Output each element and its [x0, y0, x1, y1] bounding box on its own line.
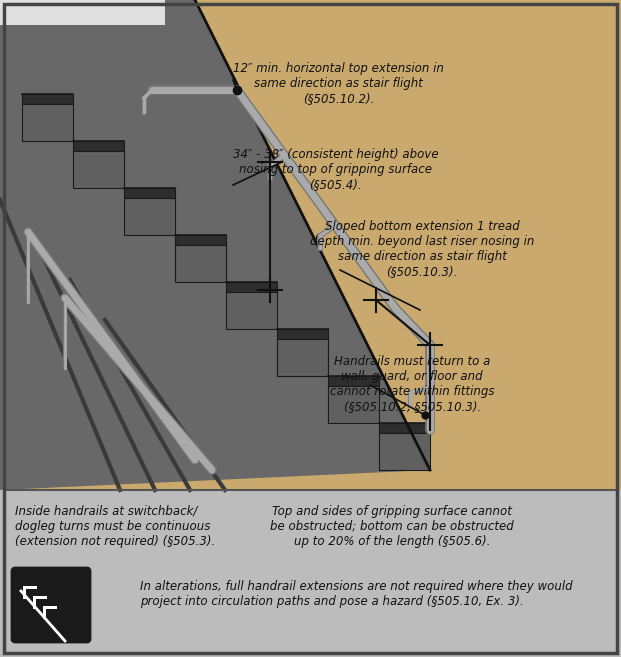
Text: Handrails must return to a
wall, guard, or floor and
cannot rotate within fittin: Handrails must return to a wall, guard, … [330, 355, 494, 413]
Polygon shape [379, 423, 430, 433]
Text: Sloped bottom extension 1 tread
depth min. beyond last riser nosing in
same dire: Sloped bottom extension 1 tread depth mi… [310, 220, 535, 278]
Polygon shape [277, 329, 328, 339]
Text: Inside handrails at switchback/
dogleg turns must be continuous
(extension not r: Inside handrails at switchback/ dogleg t… [15, 505, 215, 548]
Polygon shape [175, 235, 226, 245]
Polygon shape [328, 386, 379, 423]
Bar [43, 609, 45, 619]
Polygon shape [73, 141, 124, 151]
Bar [33, 596, 47, 599]
Polygon shape [226, 292, 277, 329]
Polygon shape [175, 245, 226, 282]
Polygon shape [0, 0, 165, 25]
Polygon shape [0, 0, 430, 490]
Polygon shape [0, 94, 430, 470]
Polygon shape [22, 104, 73, 141]
Bar [0, 490, 621, 657]
Bar [33, 599, 36, 609]
Polygon shape [328, 376, 379, 386]
Text: Top and sides of gripping surface cannot
be obstructed; bottom can be obstructed: Top and sides of gripping surface cannot… [270, 505, 514, 548]
Polygon shape [22, 94, 73, 104]
Polygon shape [226, 282, 277, 292]
Bar [23, 586, 37, 589]
Bar [0, 0, 621, 490]
Polygon shape [73, 151, 124, 188]
Bar [43, 606, 57, 609]
FancyBboxPatch shape [12, 568, 90, 642]
Text: In alterations, full handrail extensions are not required where they would
proje: In alterations, full handrail extensions… [140, 580, 573, 608]
Polygon shape [124, 188, 175, 198]
Polygon shape [124, 198, 175, 235]
Text: 12″ min. horizontal top extension in
same direction as stair flight
(§505.10.2).: 12″ min. horizontal top extension in sam… [233, 62, 444, 105]
Polygon shape [379, 433, 430, 470]
Polygon shape [277, 339, 328, 376]
Polygon shape [0, 0, 430, 470]
Text: 34″ - 38″ (consistent height) above
nosing to top of gripping surface
(§505.4).: 34″ - 38″ (consistent height) above nosi… [233, 148, 438, 191]
Bar [23, 589, 26, 599]
